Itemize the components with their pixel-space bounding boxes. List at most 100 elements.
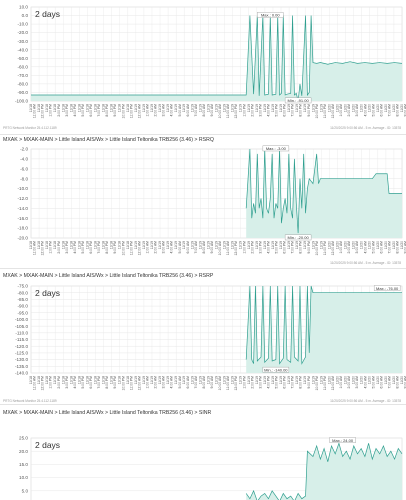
x-tick-time: 4:00 AM [170, 104, 174, 117]
x-tick-time: 8:00 AM [202, 376, 206, 389]
x-tick-date: 11/19 [206, 104, 210, 112]
x-tick-date: 11/20 [376, 376, 380, 384]
y-tick-label: -80.0 [18, 82, 29, 87]
x-tick-time: 8:00 PM [299, 241, 303, 254]
x-tick-date: 11/19 [303, 241, 307, 249]
x-tick-label: 11/19 5:00 AM [174, 241, 182, 254]
x-tick-date: 11/18 [85, 241, 89, 249]
x-tick-label: 11/19 10:00 AM [215, 104, 223, 119]
x-tick-date: 11/19 [239, 104, 243, 112]
annotation-box [284, 97, 312, 104]
annotation-box [284, 234, 312, 241]
x-tick-label: 11/18 3:00 PM [61, 376, 69, 389]
x-tick-date: 11/19 [279, 104, 283, 112]
x-tick-time: 5:00 PM [275, 241, 279, 254]
x-tick-date: 11/19 [182, 376, 186, 384]
x-tick-time: 9:00 PM [307, 104, 311, 117]
x-tick-time: 11:00 AM [226, 241, 230, 255]
x-tick-date: 11/18 [37, 376, 41, 384]
x-tick-time: 3:00 PM [258, 376, 262, 389]
x-tick-date: 11/19 [166, 376, 170, 384]
x-tick-label: 11/19 1:00 PM [239, 241, 247, 254]
x-tick-date: 11/18 [29, 241, 33, 249]
x-tick-label: 11/19 8:00 AM [198, 376, 206, 389]
x-tick-time: 9:00 PM [113, 376, 117, 389]
x-tick-label: 11/20 2:00 AM [344, 376, 352, 389]
x-tick-label: 11/18 5:00 PM [77, 241, 85, 254]
x-tick-date: 11/20 [400, 104, 404, 112]
x-tick-label: 11/20 4:00 AM [360, 104, 368, 117]
x-tick-label: 11/18 8:00 PM [102, 104, 110, 117]
x-tick-date: 11/19 [287, 241, 291, 249]
footer-timestamp: 11/20/2025 9:00:56 AM - 5 m. Average - I… [330, 399, 401, 403]
breadcrumb: MXAK > MXAK-MAIN > Little Island AIS/Wx … [3, 410, 212, 416]
x-tick-time: 8:00 AM [202, 241, 206, 254]
x-tick-time: 4:00 PM [266, 376, 270, 389]
y-tick-label: 5.0 [22, 488, 29, 493]
x-tick-time: 5:00 AM [178, 376, 182, 389]
x-tick-time: 5:00 PM [81, 376, 85, 389]
annotation: Max.: 24.00 [329, 437, 356, 443]
x-tick-date: 11/18 [126, 241, 130, 249]
x-tick-label: 11/19 5:00 AM [174, 376, 182, 389]
x-tick-label: 11/19 4:00 AM [166, 376, 174, 389]
x-tick-label: 11/19 8:00 PM [295, 104, 303, 117]
x-tick-time: 7:00 AM [194, 376, 198, 389]
x-tick-date: 11/19 [255, 241, 259, 249]
x-tick-date: 11/19 [311, 376, 315, 384]
x-tick-time: 5:00 AM [178, 241, 182, 254]
x-tick-label: 11/18 9:00 PM [110, 376, 118, 389]
y-tick-label: -10.0 [18, 186, 29, 191]
x-tick-time: 6:00 PM [89, 241, 93, 254]
x-tick-label: 11/19 7:00 AM [190, 376, 198, 389]
x-tick-date: 11/19 [231, 104, 235, 112]
x-tick-time: 4:00 AM [170, 241, 174, 254]
x-tick-label: 11/20 4:00 AM [360, 241, 368, 254]
x-tick-label: 11/19 1:00 AM [142, 241, 150, 254]
x-tick-label: 11/20 3:00 AM [352, 241, 360, 254]
x-tick-label: 11/18 7:00 PM [94, 376, 102, 389]
x-tick-time: 5:00 PM [81, 241, 85, 254]
rsrq-chart: -2.0 -4.0 -6.0 -8.0 -10.0 -12.0 -14.0 -16.0 -18.… [18, 145, 406, 256]
x-tick-date: 11/18 [85, 104, 89, 112]
x-tick-label: 11/19 5:00 PM [271, 376, 279, 389]
panel-divider [0, 134, 406, 135]
x-tick-date: 11/18 [61, 241, 65, 249]
x-tick-time: 4:00 PM [73, 104, 77, 117]
x-tick-label: 11/20 7:00 AM [384, 104, 392, 117]
x-tick-label: 11/18 1:00 PM [45, 104, 53, 117]
x-tick-time: 11:00 AM [226, 376, 230, 390]
x-tick-label: 11/18 6:00 PM [85, 104, 93, 117]
x-tick-date: 11/20 [360, 241, 364, 249]
x-tick-date: 11/19 [142, 104, 146, 112]
x-tick-time: 10:00 AM [218, 104, 222, 119]
x-tick-label: 11/20 8:00 AM [392, 241, 400, 254]
x-tick-time: 10:00 AM [218, 241, 222, 256]
x-tick-time: 5:00 PM [81, 104, 85, 117]
x-tick-date: 11/19 [215, 104, 219, 112]
x-tick-time: 1:00 AM [146, 376, 150, 389]
x-tick-time: 2:00 PM [57, 104, 61, 117]
x-tick-time: 11:00 PM [129, 376, 133, 390]
x-tick-time: 12:00 AM [137, 376, 141, 391]
annotation-box [262, 145, 290, 152]
x-tick-date: 11/19 [295, 104, 299, 112]
x-tick-label: 11/19 1:00 PM [239, 376, 247, 389]
x-tick-date: 11/18 [69, 241, 73, 249]
x-tick-label: 11/19 7:00 PM [287, 376, 295, 389]
x-tick-date: 11/20 [335, 104, 339, 112]
x-tick-date: 11/18 [37, 104, 41, 112]
x-tick-label: 11/19 9:00 AM [206, 241, 214, 254]
x-tick-time: 7:00 PM [97, 241, 101, 254]
x-tick-time: 10:00 PM [121, 241, 125, 256]
x-tick-date: 11/20 [344, 376, 348, 384]
y-tick-label: -105.0 [15, 324, 28, 329]
y-tick-label: -75.0 [18, 284, 29, 289]
y-tick-label: 15.0 [19, 462, 28, 467]
x-tick-date: 11/19 [279, 376, 283, 384]
x-tick-label: 11/18 4:00 PM [69, 104, 77, 117]
x-tick-label: 11/20 5:00 AM [368, 376, 376, 389]
x-tick-time: 4:00 PM [73, 241, 77, 254]
x-tick-date: 11/19 [206, 241, 210, 249]
x-tick-time: 3:00 PM [65, 104, 69, 117]
